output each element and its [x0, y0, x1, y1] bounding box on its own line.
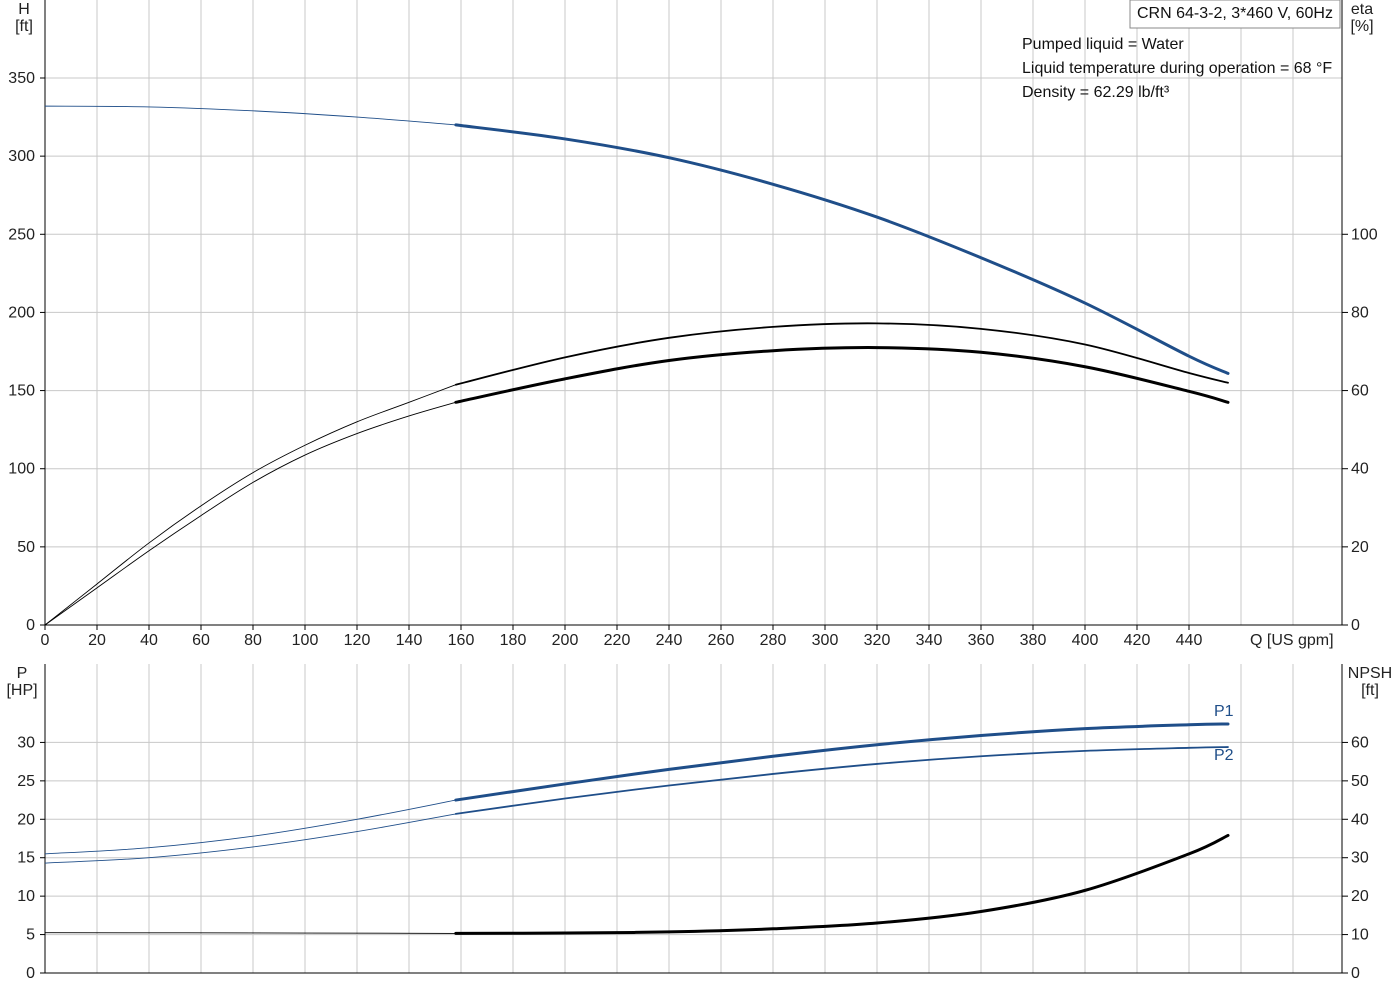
x-tick-label: 440 — [1176, 632, 1203, 649]
p2-series-label: P2 — [1214, 747, 1234, 764]
head-axis-unit: [ft] — [15, 18, 33, 35]
head-efficiency-panel-series-2-operating-curve — [454, 346, 1230, 404]
right-tick-label: 60 — [1351, 383, 1369, 400]
right-tick-label: 100 — [1351, 226, 1378, 243]
npsh-axis-unit: [ft] — [1361, 682, 1379, 699]
power-npsh-panel: 0 5 10 15 20 25 30 0 10 20 30 40 50 60 — [17, 664, 1369, 982]
x-tick-label: 220 — [604, 632, 631, 649]
x-tick-label: 400 — [1072, 632, 1099, 649]
left-tick-label: 200 — [8, 304, 35, 321]
title-box-text: CRN 64-3-2, 3*460 V, 60Hz — [1137, 5, 1333, 22]
eta-axis-label: eta — [1351, 1, 1373, 18]
left-tick-label: 30 — [17, 734, 35, 751]
left-tick-label: 10 — [17, 888, 35, 905]
left-tick-label: 350 — [8, 70, 35, 87]
x-tick-label: 60 — [192, 632, 210, 649]
left-tick-label: 5 — [26, 927, 35, 944]
x-tick-label: 140 — [396, 632, 423, 649]
power-npsh-panel-series-2-extended-curve — [44, 932, 456, 934]
head-efficiency-panel-series-2-extended-curve — [44, 401, 456, 626]
p1-extended-curve — [44, 799, 456, 855]
npsh-axis-label: NPSH — [1348, 665, 1392, 682]
left-tick-label: 0 — [26, 617, 35, 634]
x-tick-label: 260 — [708, 632, 735, 649]
right-tick-label: 50 — [1351, 773, 1369, 790]
left-tick-label: 50 — [17, 539, 35, 556]
info-line-density: Density = 62.29 lb/ft³ — [1022, 84, 1170, 101]
x-tick-label: 380 — [1020, 632, 1047, 649]
x-tick-label: 280 — [760, 632, 787, 649]
head-efficiency-panel-series-0-extended-curve — [44, 105, 456, 126]
title-box — [1129, 0, 1341, 29]
info-line-liquid-temperature: Liquid temperature during operation = 68… — [1022, 60, 1332, 77]
x-tick-label: 360 — [968, 632, 995, 649]
info-line-pumped-liquid: Pumped liquid = Water — [1022, 36, 1184, 53]
right-tick-label: 10 — [1351, 927, 1369, 944]
power-axis-label: P — [17, 665, 28, 682]
right-tick-label: 20 — [1351, 539, 1369, 556]
left-tick-label: 15 — [17, 850, 35, 867]
right-tick-label: 20 — [1351, 888, 1369, 905]
x-tick-label: 120 — [344, 632, 371, 649]
x-tick-label: 100 — [292, 632, 319, 649]
x-tick-label: 20 — [88, 632, 106, 649]
x-tick-label: 300 — [812, 632, 839, 649]
x-tick-label: 0 — [41, 632, 50, 649]
head-efficiency-panel: 0 50 100 150 200 250 300 350 0 20 40 60 80 100 0 20 40 60… — [8, 0, 1378, 649]
left-tick-label: 150 — [8, 383, 35, 400]
x-tick-label: 240 — [656, 632, 683, 649]
left-tick-label: 0 — [26, 965, 35, 982]
x-tick-label: 80 — [244, 632, 262, 649]
x-tick-label: 40 — [140, 632, 158, 649]
left-tick-label: 300 — [8, 148, 35, 165]
left-tick-label: 100 — [8, 461, 35, 478]
p1-series-label: P1 — [1214, 703, 1234, 720]
left-tick-label: 25 — [17, 773, 35, 790]
p1-operating-curve — [454, 722, 1230, 802]
right-tick-label: 40 — [1351, 811, 1369, 828]
right-tick-label: 0 — [1351, 965, 1360, 982]
x-tick-label: 160 — [448, 632, 475, 649]
head-efficiency-panel-series-0-operating-curve — [454, 123, 1230, 375]
head-efficiency-panel-series-1-operating-curve — [454, 322, 1229, 386]
right-tick-label: 60 — [1351, 734, 1369, 751]
x-tick-label: 180 — [500, 632, 527, 649]
x-tick-label: 420 — [1124, 632, 1151, 649]
x-tick-label: 200 — [552, 632, 579, 649]
eta-axis-unit: [%] — [1350, 18, 1373, 35]
head-efficiency-panel-series-1-extended-curve — [44, 384, 456, 626]
p2-operating-curve — [454, 746, 1229, 815]
right-tick-label: 30 — [1351, 850, 1369, 867]
flow-axis-label: Q [US gpm] — [1250, 632, 1334, 649]
head-axis-label: H — [18, 1, 30, 18]
left-tick-label: 20 — [17, 811, 35, 828]
right-tick-label: 80 — [1351, 304, 1369, 321]
x-tick-label: 340 — [916, 632, 943, 649]
right-tick-label: 40 — [1351, 461, 1369, 478]
p2-extended-curve — [44, 813, 456, 864]
power-axis-unit: [HP] — [6, 682, 37, 699]
power-npsh-panel-series-2-operating-curve — [454, 833, 1230, 935]
left-tick-label: 250 — [8, 226, 35, 243]
x-tick-label: 320 — [864, 632, 891, 649]
right-tick-label: 0 — [1351, 617, 1360, 634]
